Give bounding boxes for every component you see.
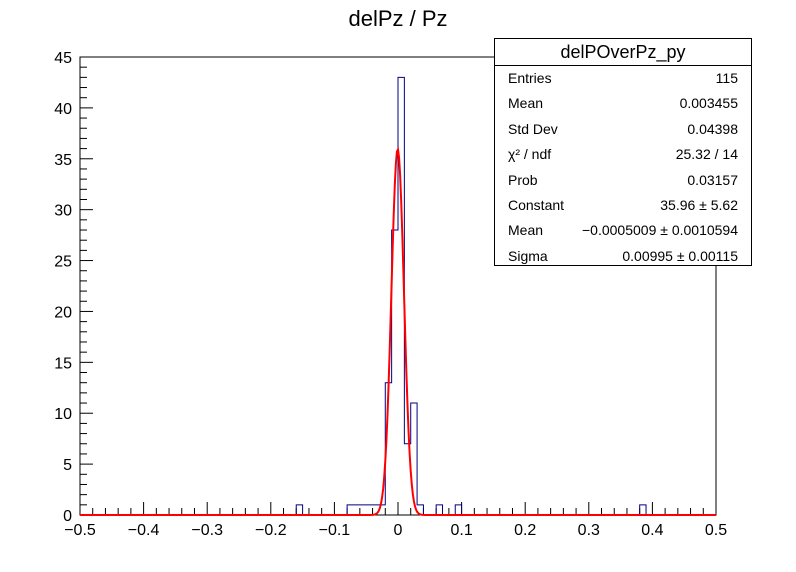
y-tick-label: 10: [54, 406, 72, 423]
x-tick-label: −0.4: [128, 522, 160, 539]
y-tick-label: 25: [54, 254, 72, 271]
x-tick-label: 0.2: [514, 522, 536, 539]
stats-box: delPOverPz_py Entries 115 Mean 0.003455 …: [494, 38, 752, 266]
stats-key: Mean: [508, 222, 544, 239]
x-tick-label: 0.1: [450, 522, 472, 539]
y-tick-label: 15: [54, 355, 72, 372]
stats-value: 115: [715, 70, 738, 86]
stats-key: χ² / ndf: [508, 146, 552, 163]
y-tick-label: 20: [54, 304, 72, 321]
y-tick-label: 40: [54, 101, 72, 118]
stats-row-prob: Prob 0.03157: [495, 168, 751, 193]
y-tick-label: 0: [63, 508, 72, 525]
stats-value: 0.03157: [687, 171, 738, 188]
stats-key: Entries: [508, 70, 552, 86]
x-tick-label: 0.4: [641, 522, 663, 539]
stats-key: Mean: [508, 95, 544, 112]
stats-key: Sigma: [508, 247, 548, 264]
chart-title: delPz / Pz: [348, 6, 448, 31]
stats-row-constant: Constant 35.96 ± 5.62: [495, 193, 751, 218]
stats-value: 0.003455: [679, 95, 738, 112]
y-tick-label: 5: [63, 457, 72, 474]
x-tick-label: −0.1: [319, 522, 351, 539]
y-tick-label: 35: [54, 152, 72, 169]
stats-row-entries: Entries 115: [495, 66, 751, 91]
x-tick-label: 0.3: [578, 522, 600, 539]
stats-row-fit-mean: Mean −0.0005009 ± 0.0010594: [495, 218, 751, 243]
stats-value: 25.32 / 14: [675, 146, 738, 163]
x-tick-label: 0: [394, 522, 403, 539]
stats-box-title: delPOverPz_py: [495, 39, 751, 66]
stats-value: 0.00995 ± 0.00115: [622, 247, 738, 264]
stats-value: 0.04398: [687, 120, 738, 137]
stats-value: −0.0005009 ± 0.0010594: [582, 222, 738, 239]
stats-row-sigma: Sigma 0.00995 ± 0.00115: [495, 244, 751, 269]
stats-row-chi2-ndf: χ² / ndf 25.32 / 14: [495, 142, 751, 167]
y-tick-label: 30: [54, 203, 72, 220]
y-tick-label: 45: [54, 50, 72, 67]
axis-tick-labels: −0.5 −0.4 −0.3 −0.2 −0.1 0 0.1 0.2 0.3 0.4 0.5 0 5 10…: [54, 50, 727, 539]
x-tick-label: −0.2: [255, 522, 287, 539]
x-tick-label: −0.5: [64, 522, 96, 539]
x-tick-label: 0.5: [705, 522, 727, 539]
stats-value: 35.96 ± 5.62: [660, 196, 738, 213]
stats-key: Prob: [508, 171, 538, 188]
x-tick-label: −0.3: [191, 522, 223, 539]
stats-row-std-dev: Std Dev 0.04398: [495, 117, 751, 142]
gaussian-fit-curve: [80, 146, 716, 516]
stats-key: Constant: [508, 196, 565, 213]
stats-row-mean: Mean 0.003455: [495, 91, 751, 116]
stats-key: Std Dev: [508, 120, 558, 137]
